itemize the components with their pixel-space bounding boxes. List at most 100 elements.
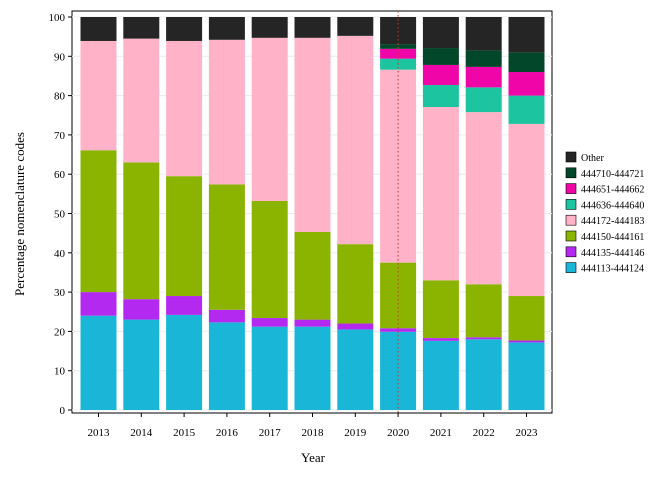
bar-segment-2014-444135-444146 [123, 299, 160, 320]
bar-segment-2018-444150-444161 [294, 231, 331, 320]
x-tick-label-2013: 2013 [88, 427, 111, 439]
bar-segment-2013-444150-444161 [80, 150, 117, 293]
legend-swatch-444636-444640 [565, 199, 577, 210]
bars [80, 17, 545, 410]
bar-segment-2022-444651-444662 [465, 66, 502, 88]
bar-segment-2014-444113-444124 [123, 319, 160, 410]
y-tick-label-40: 40 [54, 248, 66, 260]
bar-segment-2021-444150-444161 [422, 280, 459, 339]
bar-segment-2022-other [465, 17, 502, 51]
y-tick-label-30: 30 [54, 287, 66, 299]
bar-segment-2019-444113-444124 [337, 329, 374, 410]
bar-segment-2019-other [337, 17, 374, 36]
bar-segment-2021-444113-444124 [422, 340, 459, 410]
bar-segment-2020-444651-444662 [380, 48, 417, 59]
bar-segment-2018-444172-444183 [294, 37, 331, 232]
bar-segment-2017-444172-444183 [251, 37, 288, 201]
y-tick-label-80: 80 [54, 91, 66, 103]
bar-segment-2018-other [294, 17, 331, 38]
bar-segment-2014-444172-444183 [123, 38, 160, 163]
legend-swatch-444651-444662 [565, 183, 577, 194]
bar-segment-2017-other [251, 17, 288, 38]
bar-segment-2016-444113-444124 [208, 322, 245, 410]
legend-swatch-444113-444124 [565, 262, 577, 273]
legend-label-444636-444640: 444636-444640 [581, 200, 644, 211]
bar-segment-2021-444710-444721 [422, 48, 459, 65]
bar-segment-2015-444113-444124 [166, 314, 203, 410]
bar-segment-2023-444113-444124 [508, 342, 545, 410]
bar-segment-2016-other [208, 17, 245, 40]
bar-segment-2020-444113-444124 [380, 331, 417, 410]
bar-segment-2019-444150-444161 [337, 244, 374, 324]
bar-segment-2022-444710-444721 [465, 50, 502, 67]
bar-segment-2013-444135-444146 [80, 292, 117, 316]
y-tick-label-70: 70 [54, 130, 66, 142]
x-tick-label-2014: 2014 [130, 427, 153, 439]
bar-segment-2013-other [80, 17, 117, 41]
legend-swatch-444710-444721 [565, 167, 577, 179]
bar-segment-2023-444135-444146 [508, 340, 545, 343]
bar-segment-2022-444150-444161 [465, 284, 502, 338]
legend-swatch-444135-444146 [565, 246, 577, 258]
bar-segment-2015-444150-444161 [166, 176, 203, 297]
legend-label-444172-444183: 444172-444183 [581, 216, 644, 227]
bar-segment-2016-444150-444161 [208, 184, 245, 310]
y-tick-label-100: 100 [49, 12, 66, 24]
bar-segment-2021-444172-444183 [422, 106, 459, 281]
bar-segment-2013-444172-444183 [80, 40, 117, 151]
x-axis-title: Year [301, 450, 326, 465]
bar-segment-2015-other [166, 17, 203, 41]
x-tick-label-2022: 2022 [473, 427, 495, 439]
bar-segment-2015-444172-444183 [166, 40, 203, 177]
bar-segment-2023-444636-444640 [508, 95, 545, 124]
y-axis-title: Percentage nomenclature codes [12, 132, 27, 296]
legend-label-444113-444124: 444113-444124 [581, 264, 644, 275]
bar-segment-2022-444135-444146 [465, 337, 502, 340]
legend-label-444135-444146: 444135-444146 [581, 248, 644, 259]
y-tick-label-20: 20 [54, 326, 66, 338]
bar-segment-2019-444172-444183 [337, 35, 374, 245]
legend-label-444651-444662: 444651-444662 [581, 185, 644, 196]
bar-segment-2018-444135-444146 [294, 319, 331, 327]
y-tick-label-0: 0 [60, 405, 66, 417]
y-tick-label-50: 50 [54, 209, 66, 221]
legend-swatch-444172-444183 [565, 214, 577, 226]
x-tick-label-2015: 2015 [173, 427, 196, 439]
bar-segment-2021-other [422, 17, 459, 49]
bar-segment-2021-444636-444640 [422, 84, 459, 107]
bar-segment-2023-other [508, 17, 545, 53]
bar-segment-2019-444135-444146 [337, 323, 374, 330]
y-tick-label-60: 60 [54, 169, 66, 181]
bar-segment-2020-444135-444146 [380, 328, 417, 332]
x-tick-label-2021: 2021 [430, 427, 452, 439]
bar-segment-2020-444710-444721 [380, 44, 417, 49]
y-tick-label-10: 10 [54, 366, 66, 378]
x-tick-label-2023: 2023 [516, 427, 539, 439]
bar-segment-2017-444135-444146 [251, 318, 288, 327]
legend-label-other: Other [581, 153, 604, 164]
bar-segment-2015-444135-444146 [166, 296, 203, 315]
bar-segment-2023-444710-444721 [508, 52, 545, 73]
x-tick-label-2017: 2017 [259, 427, 282, 439]
legend-swatch-444150-444161 [565, 230, 577, 242]
bar-segment-2016-444135-444146 [208, 309, 245, 323]
bar-segment-2022-444636-444640 [465, 87, 502, 113]
bar-segment-2021-444135-444146 [422, 338, 459, 341]
y-axis: 0 10 20 30 40 50 60 70 80 90 100 [49, 12, 72, 417]
x-tick-label-2016: 2016 [216, 427, 239, 439]
bar-segment-2016-444172-444183 [208, 39, 245, 185]
legend: Other 444710-444721 444651-444662 444636-44… [565, 151, 644, 275]
legend-label-444150-444161: 444150-444161 [581, 232, 644, 243]
x-tick-label-2019: 2019 [344, 427, 367, 439]
bar-segment-2023-444172-444183 [508, 123, 545, 297]
bar-segment-2013-444113-444124 [80, 315, 117, 410]
bar-segment-2022-444113-444124 [465, 339, 502, 410]
x-tick-label-2018: 2018 [302, 427, 325, 439]
bar-segment-2017-444150-444161 [251, 200, 288, 319]
bar-segment-2021-444651-444662 [422, 64, 459, 85]
y-tick-label-90: 90 [54, 51, 66, 63]
bar-segment-2020-444172-444183 [380, 69, 417, 263]
bar-segment-2014-other [123, 17, 160, 39]
bar-segment-2018-444113-444124 [294, 326, 331, 410]
